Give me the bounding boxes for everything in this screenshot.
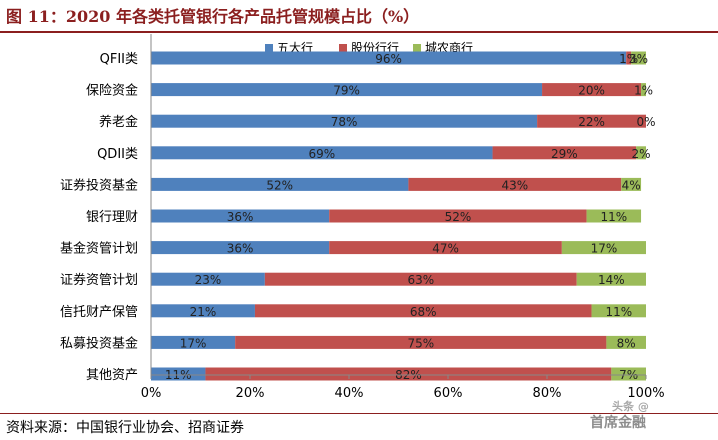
category-label: 私募投资基金 [60,335,138,351]
bar-segment [151,177,409,191]
data-label: 17% [591,242,618,256]
data-label: 21% [190,305,217,319]
data-label: 2% [632,147,651,161]
data-label: 4% [622,178,641,192]
data-label: 17% [180,336,207,350]
bar-segment [151,209,330,223]
data-label: 36% [227,210,254,224]
data-label: 20% [578,84,605,98]
source-note: 资料来源：中国银行业协会、招商证券 [6,420,244,436]
category-label: 保险资金 [86,83,138,99]
bar-segment [264,272,577,286]
bar-segment [151,367,206,381]
category-label: 养老金 [99,114,138,130]
data-label: 22% [578,115,605,129]
bar-segment [576,272,646,286]
bar-segment [561,241,646,255]
data-label: 14% [598,273,625,287]
bar-segment [329,241,562,255]
bar-segment [636,146,646,160]
watermark: 头条 @ 首席金融 [590,398,710,434]
source-rule [0,413,718,414]
bar-segment [254,304,592,318]
data-label: 52% [445,210,472,224]
category-label: 基金资管计划 [60,241,138,257]
x-tick-label: 60% [434,386,463,401]
category-label: 信托财产保管 [60,305,138,320]
bar-segment [151,114,538,128]
data-label: 78% [331,115,358,129]
data-label: 75% [407,336,434,350]
title-rule [0,31,718,33]
bar-segment [151,304,255,318]
bar-segment [631,51,646,65]
bar-segment [542,83,642,97]
category-label: 证券投资基金 [60,177,138,193]
data-label: 0% [636,115,655,129]
data-label: 63% [407,273,434,287]
data-label: 11% [600,210,627,224]
data-label: 47% [432,242,459,256]
bar-segment [586,209,642,223]
bar-segment [611,367,646,381]
legend-swatch [413,44,421,52]
x-tick-label: 80% [533,386,562,401]
bar-segment [205,367,612,381]
data-label: 1% [634,84,653,98]
data-label: 96% [375,52,402,66]
data-label: 29% [551,147,578,161]
bar-segment [626,51,632,65]
data-label: 68% [410,305,437,319]
bar-segment [151,83,543,97]
data-label: 43% [501,178,528,192]
figure-title: 图 11：2020 年各类托管银行各产品托管规模占比（%） [6,7,420,26]
bar-segment [151,51,627,65]
data-label: 69% [308,147,335,161]
data-label: 11% [605,305,632,319]
data-label: 1% [619,52,638,66]
bar-segment [151,272,265,286]
data-label: 36% [227,242,254,256]
bar-segment [606,335,646,349]
bar-segment [329,209,587,223]
watermark-line-2: 首席金融 [590,415,646,431]
category-label: 银行理财 [86,210,138,225]
category-label: 证券资管计划 [60,272,138,288]
legend-swatch [265,44,273,52]
watermark-line-1: 头条 @ [612,400,649,413]
data-label: 52% [266,178,293,192]
bar-segment [641,83,646,97]
category-label: 其他资产 [86,368,138,383]
category-label: QFII类 [100,52,138,67]
data-label: 8% [617,336,636,350]
x-axis: 0% 20% 40% 60% 80% 100% [141,34,665,401]
x-tick-label: 100% [627,386,664,401]
data-label: 23% [195,273,222,287]
data-label: 79% [333,84,360,98]
category-label: QDII类 [97,147,138,162]
bars-group: 96% 1%3%79% 20% 1%78% 22% 0%69% 29% 2%52% 43% 4%3… [151,51,656,382]
x-tick-label: 40% [335,386,364,401]
legend-label: 城农商行 [425,40,473,55]
bar-segment [151,146,493,160]
bar-segment [235,335,607,349]
legend-swatch [339,44,347,52]
x-tick-label: 0% [141,386,162,401]
bar-segment [408,177,622,191]
bar-segment [621,177,642,191]
bar-segment [537,114,646,128]
bar-segment [591,304,646,318]
stacked-bar-chart: 五大行 股份行行 城农商行 96% 1%3%79% 20% 1%78% 22% 0%69% 29… [60,34,665,401]
bar-segment [492,146,637,160]
data-label: 3% [629,52,648,66]
bar-segment [151,335,236,349]
bar-segment [151,241,330,255]
x-tick-label: 20% [236,386,265,401]
